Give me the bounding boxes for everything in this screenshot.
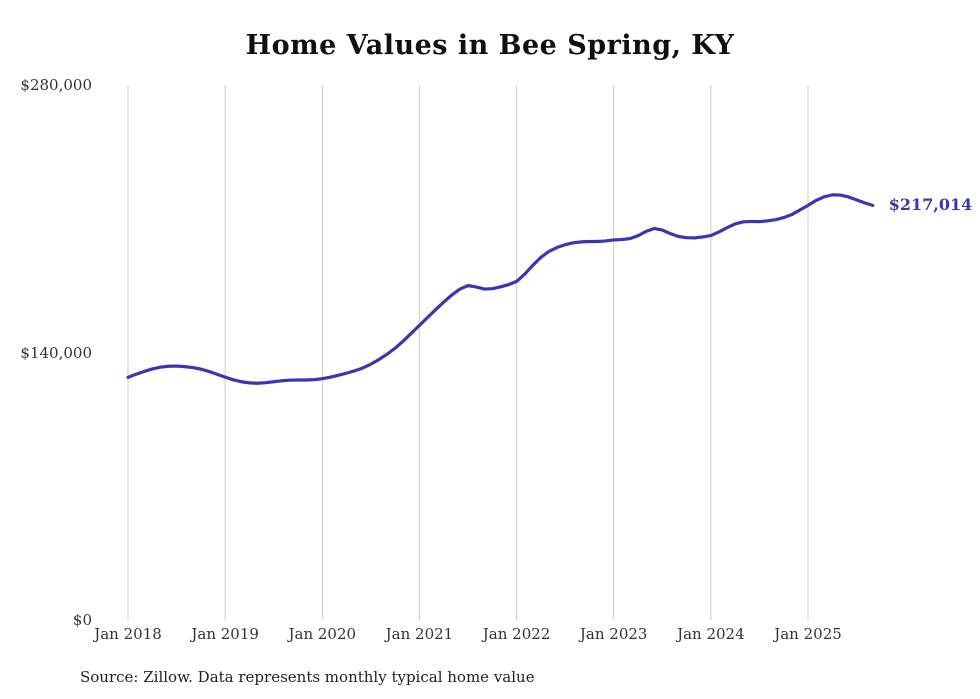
x-tick-label: Jan 2022 — [482, 625, 551, 643]
home-value-line — [126, 193, 875, 385]
y-tick-label: $140,000 — [20, 343, 92, 362]
y-tick-label: $280,000 — [20, 76, 92, 94]
y-tick-label: $0 — [72, 611, 92, 629]
x-tick-label: Jan 2018 — [94, 625, 162, 643]
x-tick-label: Jan 2019 — [191, 625, 259, 643]
x-tick-label: Jan 2025 — [774, 625, 842, 643]
source-note: Source: Zillow. Data represents monthly … — [80, 668, 535, 686]
chart-title: Home Values in Bee Spring, KY — [245, 30, 735, 61]
latest-value-label: $217,014 — [888, 195, 973, 215]
x-tick-label: Jan 2020 — [288, 625, 357, 643]
x-tick-label: Jan 2023 — [579, 625, 648, 643]
x-tick-label: Jan 2024 — [677, 625, 745, 643]
x-tick-label: Jan 2021 — [385, 625, 454, 643]
